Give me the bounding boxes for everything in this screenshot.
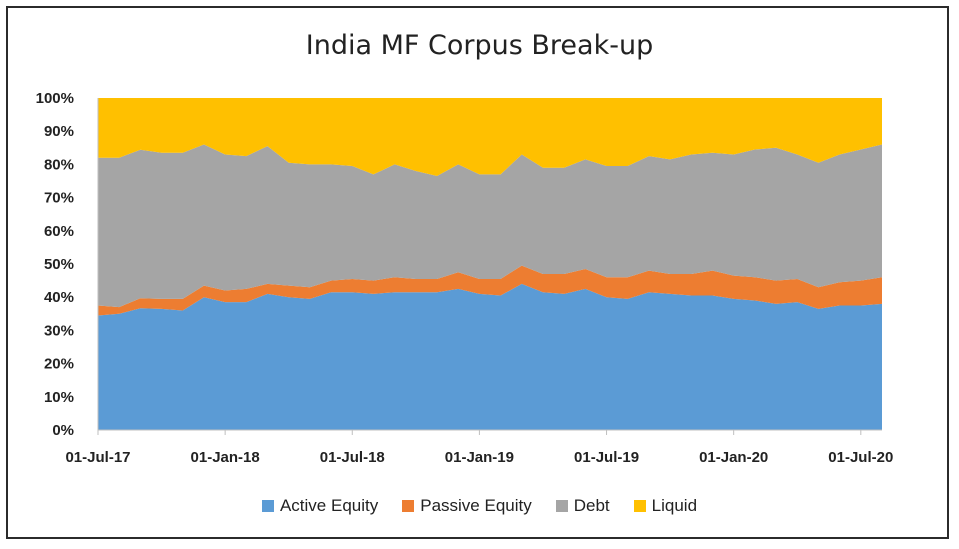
- area-passive-equity: [98, 265, 882, 316]
- legend-item-liquid: Liquid: [633, 496, 698, 516]
- area-liquid: [98, 98, 882, 177]
- legend-label-debt: Debt: [573, 496, 610, 515]
- y-tick-label: 60%: [44, 223, 74, 240]
- legend-swatch-liquid: [633, 500, 646, 512]
- y-tick-label: 70%: [44, 190, 74, 207]
- chart-title: India MF Corpus Break-up: [305, 30, 654, 61]
- legend-label-liquid: Liquid: [651, 496, 698, 515]
- chart-legend: Active Equity Passive Equity Debt Liquid: [0, 496, 959, 516]
- y-tick-label: 50%: [44, 256, 74, 273]
- x-tick-label: 01-Jan-19: [445, 449, 514, 466]
- x-tick-label: 01-Jan-18: [191, 449, 260, 466]
- y-tick-label: 40%: [44, 289, 74, 306]
- y-tick-label: 0%: [52, 422, 74, 439]
- x-tick-label: 01-Jul-17: [65, 449, 130, 466]
- y-tick-label: 10%: [44, 389, 74, 406]
- y-tick-label: 100%: [36, 90, 74, 107]
- x-tick-label: 01-Jul-19: [574, 449, 639, 466]
- legend-label-active-equity: Active Equity: [279, 496, 379, 515]
- legend-swatch-debt: [555, 500, 568, 512]
- x-tick-label: 01-Jul-18: [320, 449, 385, 466]
- legend-item-active-equity: Active Equity: [261, 496, 379, 516]
- area-debt: [98, 144, 882, 308]
- x-tick-label: 01-Jul-20: [828, 449, 893, 466]
- y-tick-label: 80%: [44, 156, 74, 173]
- y-tick-label: 90%: [44, 123, 74, 140]
- y-tick-label: 20%: [44, 356, 74, 373]
- legend-swatch-active-equity: [261, 500, 274, 512]
- legend-swatch-passive-equity: [402, 500, 415, 512]
- y-tick-label: 30%: [44, 322, 74, 339]
- legend-item-debt: Debt: [555, 496, 610, 516]
- area-active-equity: [98, 283, 882, 430]
- legend-label-passive-equity: Passive Equity: [420, 496, 532, 515]
- legend-item-passive-equity: Passive Equity: [402, 496, 532, 516]
- x-tick-label: 01-Jan-20: [699, 449, 768, 466]
